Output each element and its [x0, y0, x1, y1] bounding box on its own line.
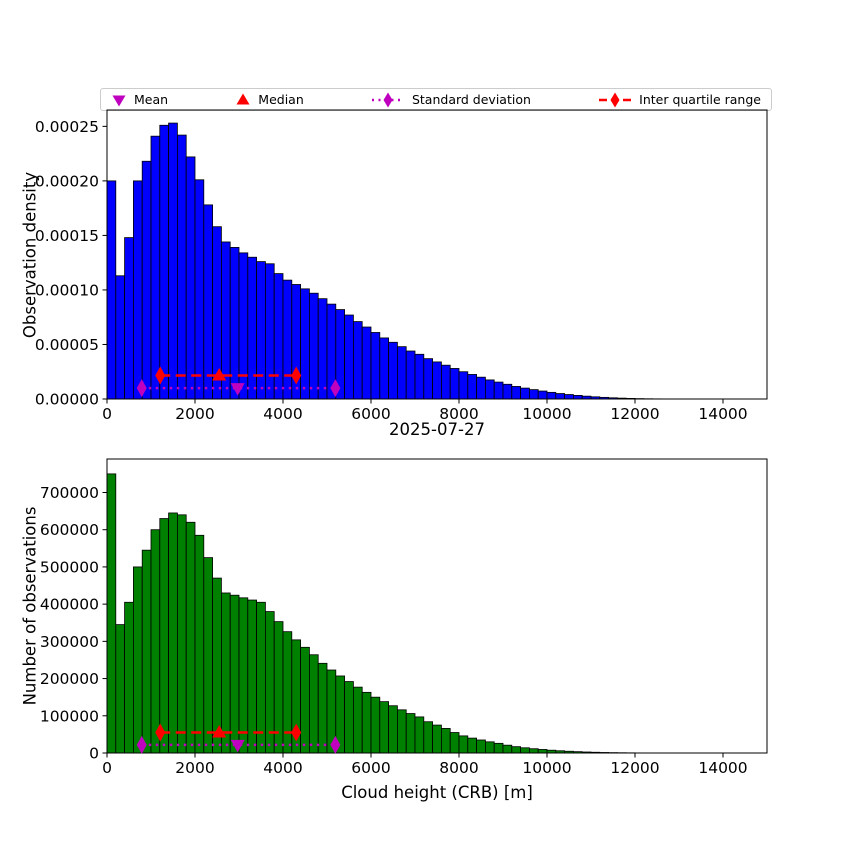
- svg-text:14000: 14000: [698, 405, 747, 423]
- std-right-marker: [330, 735, 341, 754]
- mean-marker: [230, 739, 245, 753]
- svg-text:0: 0: [89, 745, 99, 763]
- legend-item-mean: Mean: [111, 92, 168, 108]
- iqr-right-marker: [291, 723, 302, 742]
- svg-text:200000: 200000: [40, 670, 99, 688]
- svg-text:12000: 12000: [610, 405, 659, 423]
- number-of-observations-histogram: 0 2000 4000 6000 8000 10000 12000 14000 0 100000 2…: [40, 458, 768, 777]
- svg-text:0.00005: 0.00005: [35, 336, 99, 354]
- svg-text:400000: 400000: [40, 596, 99, 614]
- legend-label-inter-quartile-range: Inter quartile range: [639, 92, 761, 107]
- legend-label-standard-deviation: Standard deviation: [411, 92, 531, 107]
- svg-text:0.00015: 0.00015: [35, 227, 99, 245]
- inter-quartile-range-marker-icon: [599, 92, 632, 107]
- svg-text:14000: 14000: [698, 759, 747, 777]
- svg-text:100000: 100000: [40, 707, 99, 725]
- svg-text:6000: 6000: [351, 405, 390, 423]
- legend-label-mean: Mean: [134, 92, 169, 107]
- std-left-marker: [136, 379, 147, 398]
- iqr-left-marker: [155, 723, 166, 742]
- mean-marker-icon: [112, 95, 126, 106]
- iqr-right-marker: [291, 366, 302, 385]
- median-marker: [212, 725, 227, 738]
- observation-density-histogram: 0 2000 4000 6000 8000 10000 12000 14000 0.00000 0…: [35, 109, 768, 423]
- xaxis-label: Cloud height (CRB) [m]: [341, 783, 533, 802]
- median-marker: [212, 367, 227, 381]
- date-title: 2025-07-27: [389, 420, 485, 439]
- legend-item-median: Median: [235, 92, 304, 108]
- svg-text:6000: 6000: [351, 759, 390, 777]
- legend-label-median: Median: [258, 92, 304, 107]
- svg-text:8000: 8000: [439, 405, 478, 423]
- median-marker-icon: [236, 93, 250, 104]
- svg-text:700000: 700000: [40, 484, 99, 502]
- svg-text:2000: 2000: [175, 405, 214, 423]
- standard-deviation-marker-icon: [371, 92, 404, 107]
- iqr-left-marker: [155, 366, 166, 385]
- svg-text:4000: 4000: [263, 405, 302, 423]
- svg-text:0: 0: [102, 759, 112, 777]
- std-left-marker: [136, 735, 147, 754]
- svg-text:8000: 8000: [439, 759, 478, 777]
- svg-text:4000: 4000: [263, 759, 302, 777]
- svg-text:10000: 10000: [522, 759, 571, 777]
- svg-text:12000: 12000: [610, 759, 659, 777]
- mean-marker: [230, 383, 245, 396]
- svg-text:0.00025: 0.00025: [35, 118, 99, 136]
- svg-text:600000: 600000: [40, 521, 99, 539]
- std-right-marker: [330, 379, 341, 398]
- svg-text:2000: 2000: [175, 759, 214, 777]
- svg-text:0: 0: [102, 405, 112, 423]
- svg-text:0.00000: 0.00000: [35, 391, 99, 409]
- svg-text:300000: 300000: [40, 633, 99, 651]
- legend-item-inter-quartile-range: Inter quartile range: [598, 92, 761, 108]
- svg-text:500000: 500000: [40, 558, 99, 576]
- svg-text:0.00010: 0.00010: [35, 281, 99, 299]
- svg-text:0.00020: 0.00020: [35, 172, 99, 190]
- svg-text:10000: 10000: [522, 405, 571, 423]
- legend-item-standard-deviation: Standard deviation: [371, 92, 531, 108]
